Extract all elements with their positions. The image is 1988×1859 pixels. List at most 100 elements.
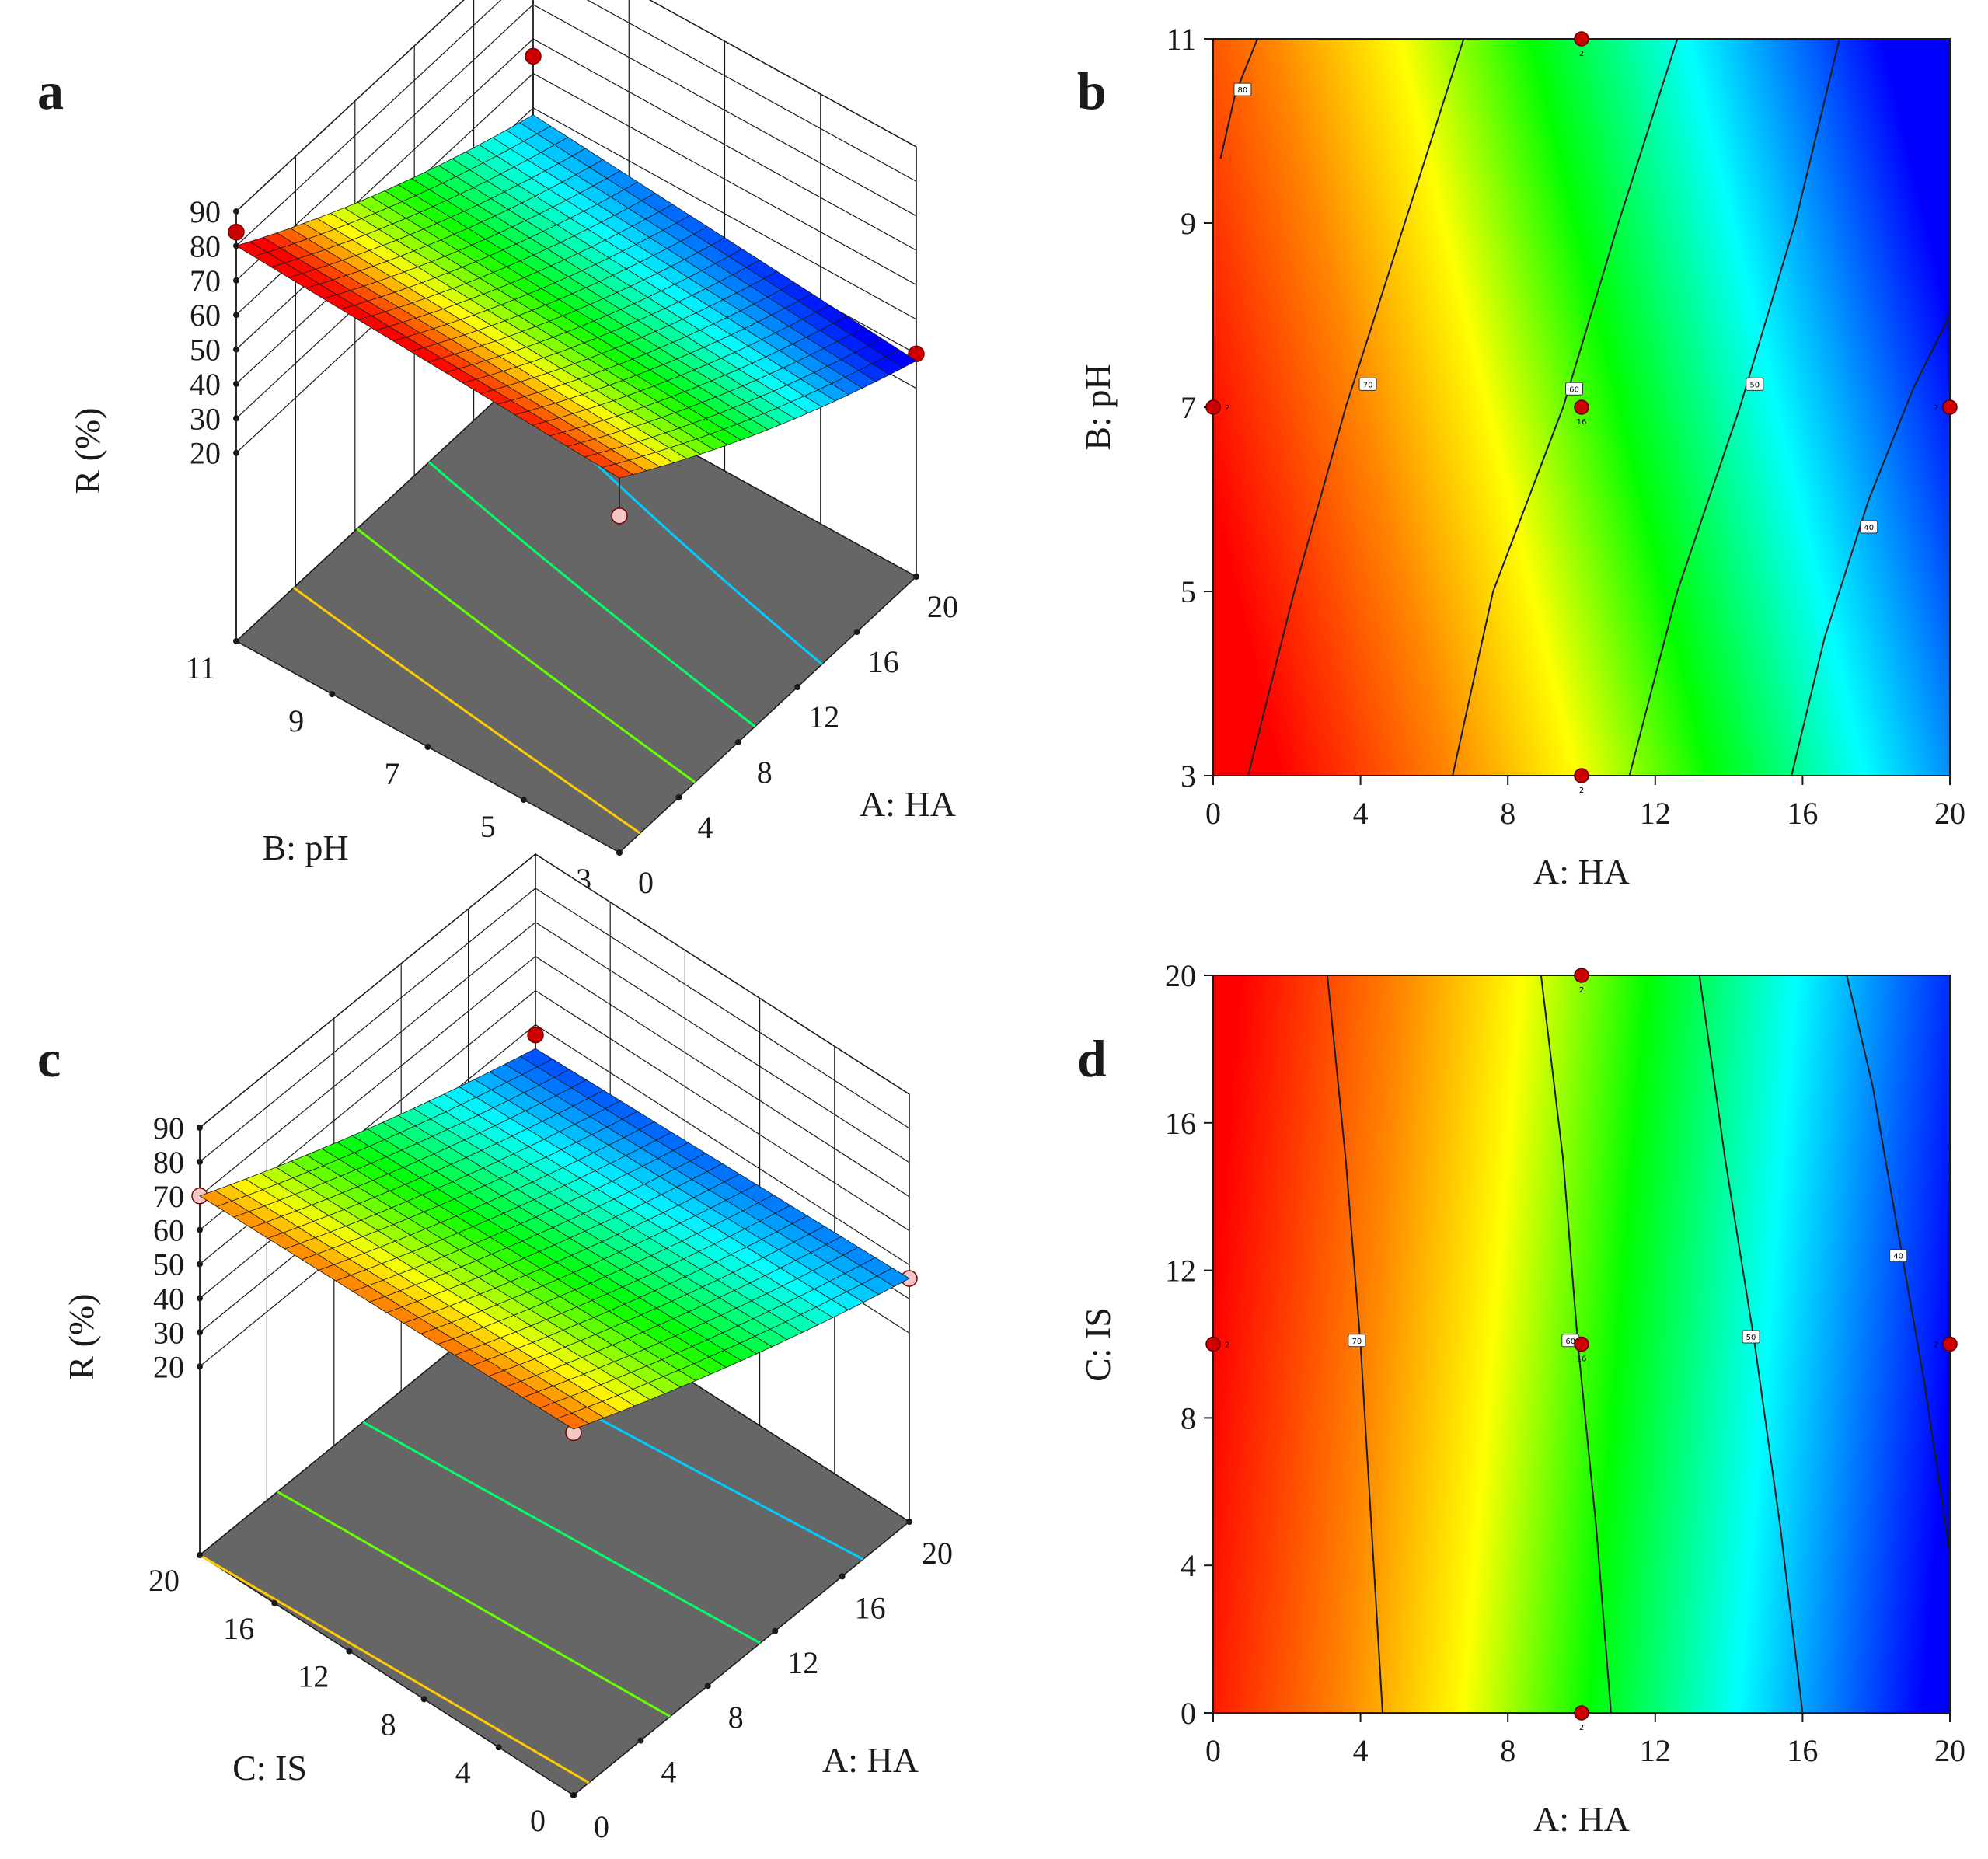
z-tick-label: 40 xyxy=(153,1281,184,1316)
x-tick-label: 8 xyxy=(1500,796,1515,831)
y-tick-label: 11 xyxy=(186,650,216,685)
y-tick-mark xyxy=(520,797,527,803)
y-tick-label: 7 xyxy=(385,756,400,791)
design-point xyxy=(1574,31,1589,47)
design-point xyxy=(1574,399,1589,415)
z-tick-label: 30 xyxy=(190,401,221,436)
panel-letter: d xyxy=(1077,1029,1107,1088)
y-tick-label: 3 xyxy=(1181,759,1196,793)
x-tick-label: 4 xyxy=(661,1755,676,1790)
contour-label: 80 xyxy=(1238,86,1248,95)
x-axis-label: A: HA xyxy=(1533,852,1630,891)
y-tick-label: 8 xyxy=(1181,1400,1196,1435)
design-point xyxy=(1574,968,1589,983)
x-tick-label: 16 xyxy=(1787,1733,1818,1768)
z-axis-label: R (%) xyxy=(68,407,107,494)
replicate-count: 2 xyxy=(1579,50,1584,58)
grid-line xyxy=(235,0,917,246)
y-tick-mark xyxy=(271,1599,278,1606)
contour-label: 70 xyxy=(1363,381,1373,389)
x-axis-label: A: HA xyxy=(822,1740,919,1780)
z-tick-label: 50 xyxy=(153,1247,184,1282)
z-tick-mark xyxy=(197,1158,203,1165)
x-tick-label: 16 xyxy=(1787,796,1818,831)
contour-label: 60 xyxy=(1565,1338,1575,1346)
contour-lines: 80 70 60 50 40 xyxy=(1219,38,1951,776)
z-tick-label: 20 xyxy=(153,1349,184,1384)
y-tick-label: 20 xyxy=(148,1563,180,1598)
x-tick-label: 12 xyxy=(1640,1733,1671,1768)
contour-label-box xyxy=(1233,82,1252,96)
x-tick-label: 0 xyxy=(594,1809,609,1844)
y-tick-label: 0 xyxy=(1181,1696,1196,1731)
z-tick-mark xyxy=(197,1329,203,1336)
y-tick-label: 16 xyxy=(1165,1106,1196,1141)
contour-label-box xyxy=(1860,520,1878,534)
x-axis-label: A: HA xyxy=(860,784,956,824)
contour-label-box xyxy=(1746,377,1764,391)
x-tick-label: 12 xyxy=(1640,796,1671,831)
replicate-count: 2 xyxy=(1934,404,1938,413)
z-tick-label: 80 xyxy=(153,1145,184,1180)
y-axis-label: B: pH xyxy=(262,828,348,867)
x-tick-mark xyxy=(794,684,801,690)
z-tick-label: 70 xyxy=(153,1179,184,1214)
surface-cell xyxy=(235,241,268,257)
x-tick-label: 20 xyxy=(922,1536,953,1571)
x-tick-mark xyxy=(839,1573,846,1580)
replicate-count: 2 xyxy=(1579,986,1584,995)
y-tick-label: 11 xyxy=(1166,22,1196,57)
grid-line xyxy=(235,0,917,212)
replicate-count: 2 xyxy=(1934,1341,1938,1350)
y-tick-label: 9 xyxy=(288,703,304,738)
floor-contour-60 xyxy=(277,1491,671,1718)
floor-contour-60 xyxy=(356,528,696,783)
grid-line xyxy=(199,922,910,1197)
y-tick-mark xyxy=(616,849,623,856)
contour-label-box xyxy=(1358,377,1377,391)
y-tick-mark xyxy=(329,691,336,697)
contour-label: 70 xyxy=(1351,1338,1362,1346)
y-tick-label: 5 xyxy=(480,809,496,844)
x-tick-mark xyxy=(906,1519,912,1525)
floor-contours xyxy=(199,1342,864,1784)
x-tick-mark xyxy=(637,1737,644,1744)
y-tick-mark xyxy=(495,1744,502,1751)
z-tick-label: 70 xyxy=(190,263,221,298)
floor-contour-50 xyxy=(428,461,756,727)
floor-contour-70 xyxy=(293,587,641,835)
grid-line xyxy=(199,853,910,1128)
y-tick-label: 5 xyxy=(1181,574,1196,609)
x-tick-label: 0 xyxy=(638,865,654,900)
panel-letter: c xyxy=(37,1029,61,1088)
z-tick-mark xyxy=(233,449,239,456)
y-tick-label: 16 xyxy=(223,1611,254,1646)
x-tick-label: 0 xyxy=(1205,1733,1221,1768)
z-tick-mark xyxy=(233,380,239,387)
design-points xyxy=(228,47,925,525)
design-point xyxy=(1574,1336,1589,1352)
replicate-count: 2 xyxy=(1579,1724,1584,1732)
replicate-count: 16 xyxy=(1577,418,1587,427)
contour-line-40 xyxy=(1846,975,1951,1555)
z-tick-label: 60 xyxy=(190,298,221,333)
design-points: 2 2 16 2 2 xyxy=(1205,31,1958,795)
design-point xyxy=(1942,399,1958,415)
z-tick-label: 30 xyxy=(153,1315,184,1350)
contour-line-50 xyxy=(1628,38,1840,776)
z-tick-label: 90 xyxy=(190,194,221,229)
floor-contours xyxy=(293,382,823,835)
y-axis-label: C: IS xyxy=(1078,1307,1118,1382)
x-tick-label: 8 xyxy=(757,755,773,790)
surface-cell xyxy=(199,1190,233,1207)
x-tick-mark xyxy=(734,739,741,745)
grid-line xyxy=(235,4,917,281)
x-tick-label: 20 xyxy=(1934,796,1965,831)
contour-line-40 xyxy=(1791,315,1951,776)
x-tick-mark xyxy=(913,574,919,580)
y-tick-mark xyxy=(233,638,239,644)
z-tick-label: 40 xyxy=(190,367,221,402)
